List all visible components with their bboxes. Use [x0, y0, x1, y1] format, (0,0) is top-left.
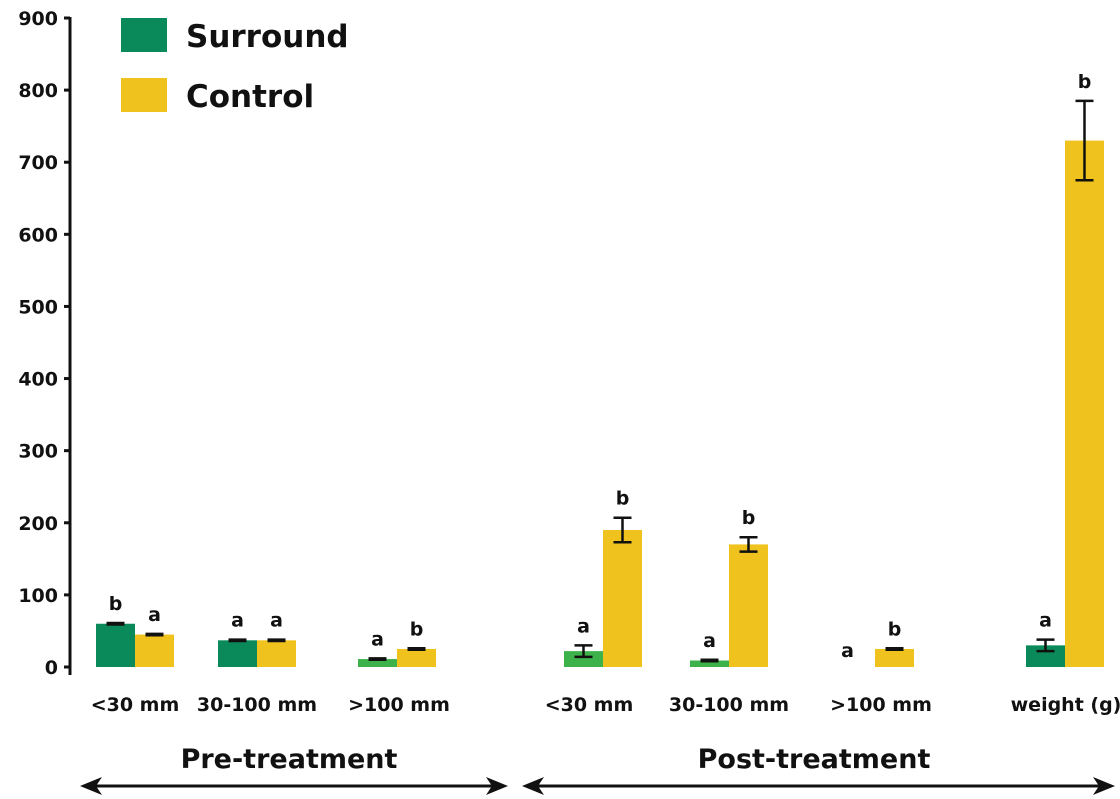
legend-label: Surround [186, 19, 349, 55]
significance-letter: a [841, 640, 854, 662]
category-label: <30 mm [91, 694, 180, 716]
surround-bar [1026, 645, 1065, 667]
significance-letter: a [148, 604, 161, 626]
surround-bar [358, 659, 397, 667]
significance-letter: b [1078, 71, 1092, 93]
significance-letter: b [888, 618, 902, 640]
category-label: weight (g) [1011, 694, 1120, 716]
category-labels: <30 mm 30-100 mm >100 mm <30 mm 30-100 mm >10… [91, 694, 1120, 716]
y-tick-label: 600 [18, 224, 58, 246]
treatment-groups: Pre-treatment Post-treatment [80, 744, 1115, 795]
arrow-right-icon [1093, 777, 1115, 795]
control-bar [875, 648, 914, 667]
y-tick-label: 400 [18, 369, 58, 391]
bars [96, 140, 1104, 668]
y-tick-label: 200 [18, 513, 58, 535]
y-tick-label: 700 [18, 152, 58, 174]
legend-swatch [121, 78, 167, 112]
y-tick-label: 500 [18, 296, 58, 318]
arrow-right-icon [486, 777, 508, 795]
control-bar [257, 640, 296, 667]
group-label: Pre-treatment [181, 744, 398, 775]
control-bar [1065, 140, 1104, 668]
surround-bar [564, 651, 603, 667]
surround-bar [96, 623, 135, 667]
surround-bar [218, 640, 257, 667]
y-axis: 0 100 200 300 400 500 600 700 800 900 [18, 8, 72, 679]
significance-letter: b [109, 593, 123, 615]
significance-letter: a [231, 610, 244, 632]
significance-letter: a [1039, 610, 1052, 632]
control-bar [135, 634, 174, 667]
control-bar [603, 529, 642, 667]
significance-letter: a [577, 615, 590, 637]
error-bars [106, 99, 1094, 663]
y-tick-label: 900 [18, 8, 58, 30]
surround-bar [690, 660, 729, 667]
category-label: >100 mm [348, 694, 450, 716]
legend-swatch [121, 18, 167, 52]
control-bar [729, 544, 768, 667]
y-tick-label: 300 [18, 441, 58, 463]
significance-letter: a [703, 630, 716, 652]
legend-label: Control [186, 79, 314, 115]
category-label: 30-100 mm [197, 694, 317, 716]
group-label: Post-treatment [698, 744, 931, 775]
y-tick-label: 100 [18, 585, 58, 607]
y-tick-label: 800 [18, 80, 58, 102]
significance-letter: a [371, 628, 384, 650]
significance-letter: a [270, 610, 283, 632]
significance-letter: b [616, 488, 630, 510]
arrow-left-icon [522, 777, 544, 795]
significance-letter: b [410, 618, 424, 640]
category-label: <30 mm [545, 694, 634, 716]
category-label: >100 mm [830, 694, 932, 716]
legend: Surround Control [121, 18, 349, 115]
control-bar [397, 648, 436, 667]
arrow-left-icon [80, 777, 102, 795]
significance-letter: b [742, 507, 756, 529]
y-tick-label: 0 [45, 657, 58, 679]
category-label: 30-100 mm [669, 694, 789, 716]
significance-labels: b a a a a a a a a b b b b b [109, 71, 1092, 662]
